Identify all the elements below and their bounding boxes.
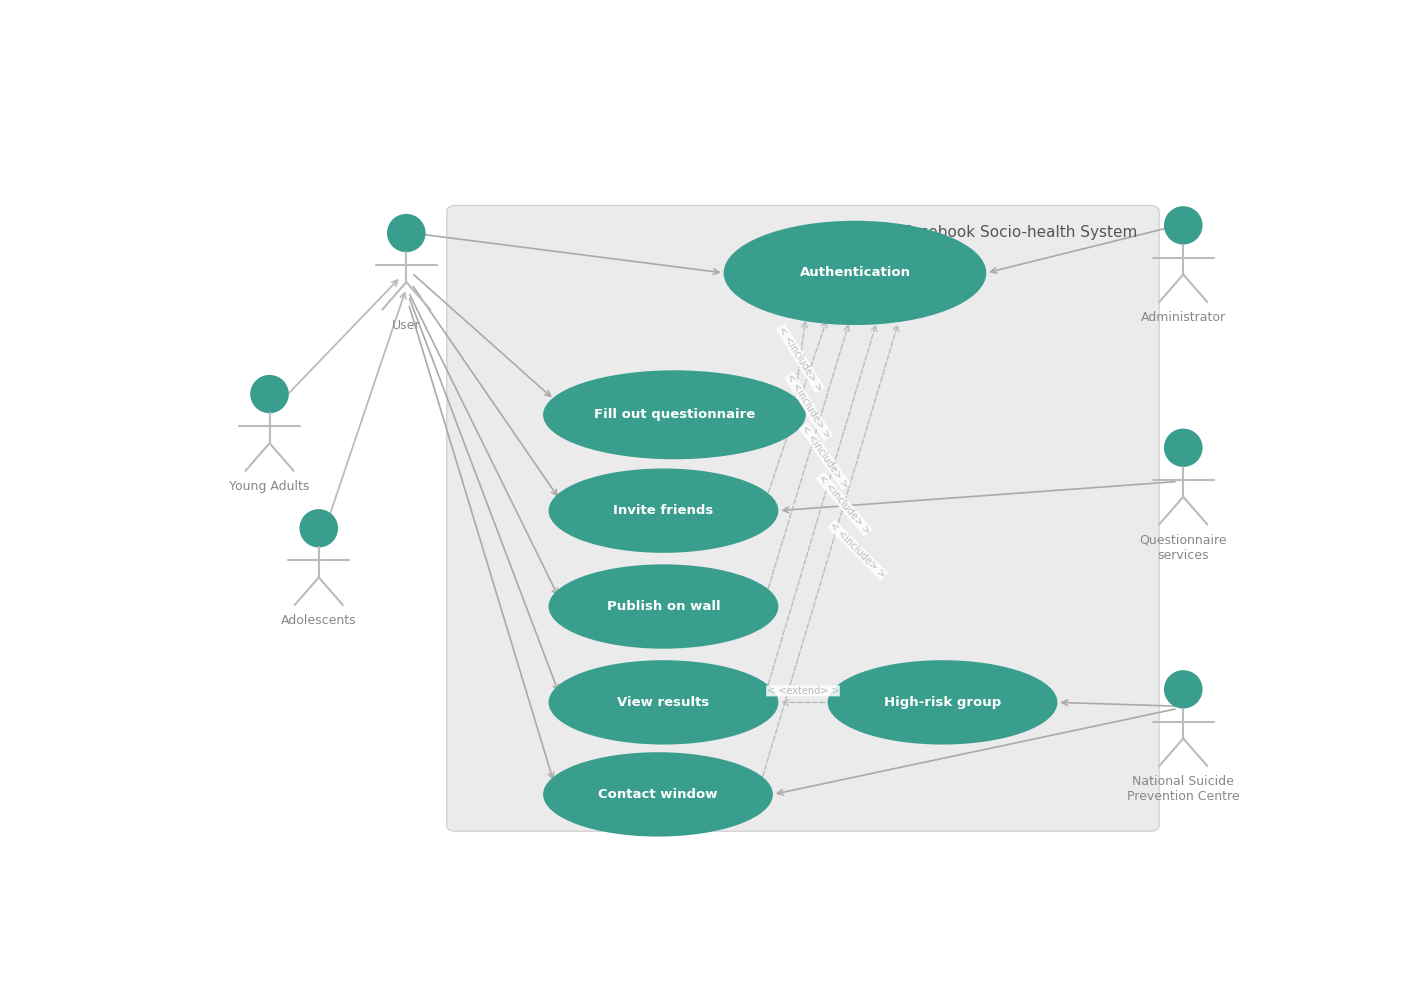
Text: View results: View results — [617, 696, 710, 709]
Text: Administrator: Administrator — [1141, 312, 1226, 325]
Text: Adolescents: Adolescents — [281, 615, 357, 627]
Ellipse shape — [250, 374, 289, 413]
Text: Fill out questionnaire: Fill out questionnaire — [594, 408, 755, 421]
Text: < <include> >: < <include> > — [816, 472, 871, 536]
Text: Invite friends: Invite friends — [613, 504, 713, 517]
Ellipse shape — [1163, 670, 1203, 708]
Text: Facebook Socio-health System: Facebook Socio-health System — [902, 225, 1137, 240]
Ellipse shape — [1163, 428, 1203, 467]
Text: Questionnaire
services: Questionnaire services — [1139, 534, 1227, 562]
Text: Young Adults: Young Adults — [229, 480, 309, 493]
Text: Publish on wall: Publish on wall — [607, 600, 720, 613]
Text: < <include> >: < <include> > — [777, 325, 825, 392]
FancyBboxPatch shape — [446, 205, 1159, 832]
Text: < <include> >: < <include> > — [785, 373, 832, 440]
Ellipse shape — [544, 371, 806, 459]
Text: < <extend> >: < <extend> > — [767, 686, 839, 696]
Ellipse shape — [299, 509, 337, 548]
Ellipse shape — [549, 565, 778, 648]
Text: Authentication: Authentication — [799, 266, 911, 280]
Text: < <include> >: < <include> > — [799, 423, 850, 489]
Ellipse shape — [387, 214, 425, 252]
Ellipse shape — [827, 660, 1058, 745]
Ellipse shape — [549, 660, 778, 745]
Ellipse shape — [723, 221, 987, 325]
Text: National Suicide
Prevention Centre: National Suicide Prevention Centre — [1127, 775, 1240, 803]
Text: Contact window: Contact window — [599, 788, 717, 801]
Ellipse shape — [544, 752, 772, 837]
Text: User: User — [393, 319, 421, 332]
Ellipse shape — [549, 468, 778, 553]
Text: < <include> >: < <include> > — [827, 520, 888, 580]
Text: High-risk group: High-risk group — [884, 696, 1001, 709]
Ellipse shape — [1163, 206, 1203, 245]
